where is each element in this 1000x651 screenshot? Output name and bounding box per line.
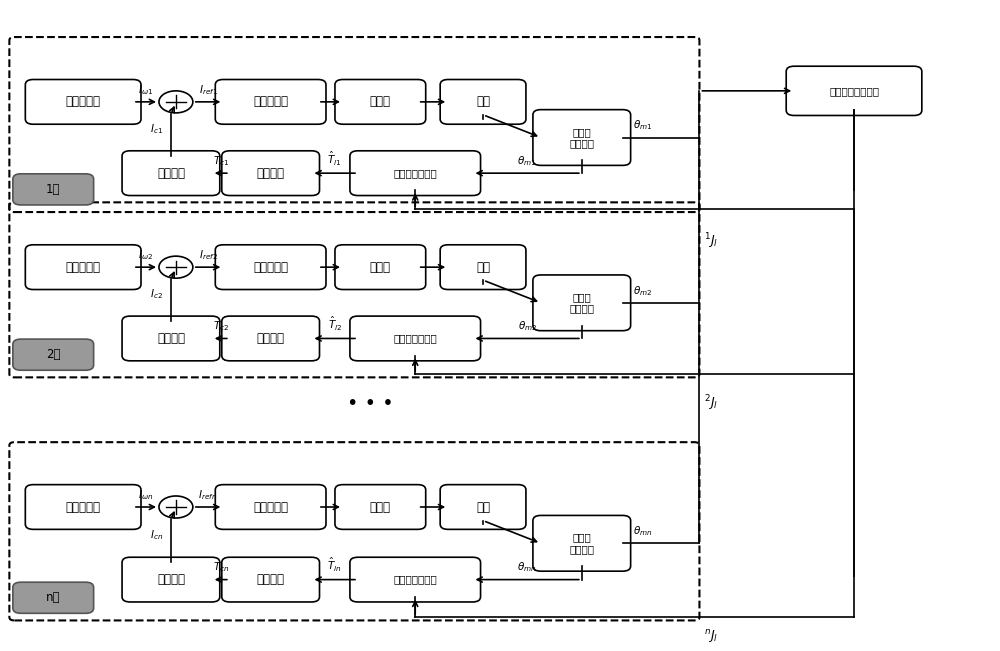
Text: $I_{\omega 2}$: $I_{\omega 2}$ xyxy=(138,248,153,262)
FancyBboxPatch shape xyxy=(222,557,320,602)
Text: $\theta_{m1}$: $\theta_{m1}$ xyxy=(517,154,537,168)
FancyBboxPatch shape xyxy=(440,245,526,290)
Text: 补偿系数: 补偿系数 xyxy=(257,167,285,180)
Text: 摩擦扰动观测器: 摩擦扰动观测器 xyxy=(393,575,437,585)
FancyBboxPatch shape xyxy=(440,484,526,529)
Text: 驱动器: 驱动器 xyxy=(370,501,391,514)
Text: 电流控制器: 电流控制器 xyxy=(253,95,288,108)
Text: $T_{cn}$: $T_{cn}$ xyxy=(213,561,229,574)
FancyBboxPatch shape xyxy=(350,151,481,195)
Text: 编码器
位置采集: 编码器 位置采集 xyxy=(569,127,594,148)
Text: $I_{refn}$: $I_{refn}$ xyxy=(198,488,218,502)
Text: 编码器
位置采集: 编码器 位置采集 xyxy=(569,292,594,314)
Text: 转动惯量计算模块: 转动惯量计算模块 xyxy=(829,86,879,96)
Text: $T_{c1}$: $T_{c1}$ xyxy=(213,154,229,168)
FancyBboxPatch shape xyxy=(222,151,320,195)
Text: $I_{c2}$: $I_{c2}$ xyxy=(150,287,163,301)
FancyBboxPatch shape xyxy=(13,582,94,613)
FancyBboxPatch shape xyxy=(533,109,631,165)
Text: 驱动器: 驱动器 xyxy=(370,260,391,273)
FancyBboxPatch shape xyxy=(533,516,631,571)
Text: $\hat{T}_{ln}$: $\hat{T}_{ln}$ xyxy=(327,557,342,574)
Text: 驱动器: 驱动器 xyxy=(370,95,391,108)
Text: $\theta_{m1}$: $\theta_{m1}$ xyxy=(633,118,652,132)
Circle shape xyxy=(159,256,193,278)
Text: 速度控制器: 速度控制器 xyxy=(66,260,101,273)
Text: $\theta_{mn}$: $\theta_{mn}$ xyxy=(633,524,652,538)
Text: 电机: 电机 xyxy=(476,260,490,273)
FancyBboxPatch shape xyxy=(122,151,220,195)
FancyBboxPatch shape xyxy=(25,484,141,529)
FancyBboxPatch shape xyxy=(122,557,220,602)
FancyBboxPatch shape xyxy=(335,484,426,529)
Circle shape xyxy=(159,496,193,518)
Text: $I_{ref2}$: $I_{ref2}$ xyxy=(199,248,218,262)
FancyBboxPatch shape xyxy=(25,245,141,290)
Text: $I_{cn}$: $I_{cn}$ xyxy=(150,528,163,542)
FancyBboxPatch shape xyxy=(335,79,426,124)
Text: $^2J_l$: $^2J_l$ xyxy=(704,393,719,413)
FancyBboxPatch shape xyxy=(13,339,94,370)
Text: 转换系数: 转换系数 xyxy=(157,332,185,345)
Text: $\hat{T}_{l1}$: $\hat{T}_{l1}$ xyxy=(327,150,342,168)
FancyBboxPatch shape xyxy=(215,79,326,124)
FancyBboxPatch shape xyxy=(350,557,481,602)
FancyBboxPatch shape xyxy=(122,316,220,361)
Text: 转换系数: 转换系数 xyxy=(157,573,185,586)
Text: 速度控制器: 速度控制器 xyxy=(66,95,101,108)
FancyBboxPatch shape xyxy=(350,316,481,361)
Text: $I_{ref1}$: $I_{ref1}$ xyxy=(199,83,218,97)
FancyBboxPatch shape xyxy=(215,245,326,290)
Text: $I_{\omega 1}$: $I_{\omega 1}$ xyxy=(138,83,154,97)
FancyBboxPatch shape xyxy=(440,79,526,124)
Text: 摩擦扰动观测器: 摩擦扰动观测器 xyxy=(393,168,437,178)
FancyBboxPatch shape xyxy=(13,174,94,205)
Text: 补偿系数: 补偿系数 xyxy=(257,573,285,586)
Text: $\theta_{m2}$: $\theta_{m2}$ xyxy=(633,284,652,298)
Text: 电流控制器: 电流控制器 xyxy=(253,260,288,273)
Text: • • •: • • • xyxy=(347,394,394,413)
Text: $\hat{T}_{l2}$: $\hat{T}_{l2}$ xyxy=(328,315,342,333)
Text: 速度控制器: 速度控制器 xyxy=(66,501,101,514)
Text: 编码器
位置采集: 编码器 位置采集 xyxy=(569,533,594,554)
Text: 电机: 电机 xyxy=(476,95,490,108)
Text: 转换系数: 转换系数 xyxy=(157,167,185,180)
Text: 电流控制器: 电流控制器 xyxy=(253,501,288,514)
Text: $\theta_{m2}$: $\theta_{m2}$ xyxy=(518,320,537,333)
Text: $I_{\omega n}$: $I_{\omega n}$ xyxy=(138,488,154,502)
Circle shape xyxy=(159,91,193,113)
FancyBboxPatch shape xyxy=(25,79,141,124)
Text: 电机: 电机 xyxy=(476,501,490,514)
FancyBboxPatch shape xyxy=(222,316,320,361)
FancyBboxPatch shape xyxy=(533,275,631,331)
Text: $\theta_{mn}$: $\theta_{mn}$ xyxy=(517,561,537,574)
Text: 摩擦扰动观测器: 摩擦扰动观测器 xyxy=(393,333,437,344)
Text: n轴: n轴 xyxy=(46,591,60,604)
Text: $T_{c2}$: $T_{c2}$ xyxy=(213,320,229,333)
FancyBboxPatch shape xyxy=(335,245,426,290)
FancyBboxPatch shape xyxy=(215,484,326,529)
Text: 2轴: 2轴 xyxy=(46,348,60,361)
Text: 补偿系数: 补偿系数 xyxy=(257,332,285,345)
FancyBboxPatch shape xyxy=(786,66,922,115)
Text: $^nJ_l$: $^nJ_l$ xyxy=(704,628,719,645)
Text: $I_{c1}$: $I_{c1}$ xyxy=(150,122,163,136)
Text: 1轴: 1轴 xyxy=(46,183,60,196)
Text: $^1J_l$: $^1J_l$ xyxy=(704,232,719,251)
